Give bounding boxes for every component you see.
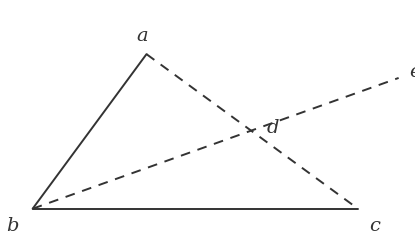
Text: a: a [137, 27, 148, 45]
Text: c: c [369, 216, 380, 234]
Text: b: b [6, 216, 19, 234]
Text: d: d [266, 118, 279, 136]
Text: e: e [409, 62, 415, 80]
